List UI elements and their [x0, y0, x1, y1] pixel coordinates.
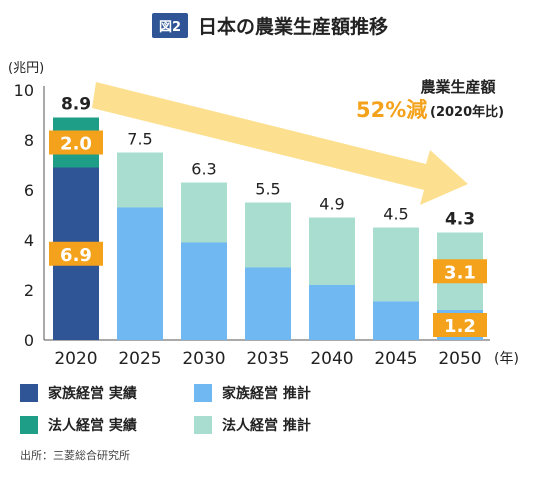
- y-tick-label: 8: [24, 131, 34, 150]
- value-box: [49, 130, 103, 155]
- bar-corporate-2040: [309, 217, 355, 285]
- value-box: [433, 313, 487, 337]
- value-box-label: 1.2: [444, 316, 476, 337]
- legend-item-corporate-actual: 法人経営 実績: [20, 415, 194, 435]
- total-label: 4.3: [445, 210, 475, 230]
- legend-item-corporate-estimate: 法人経営 推計: [194, 415, 394, 435]
- legend-swatch: [20, 416, 38, 434]
- annotation-label: 農業生産額: [420, 78, 495, 96]
- x-unit-label: (年): [494, 351, 519, 367]
- y-tick-label: 6: [24, 181, 34, 200]
- bar-family-2025: [117, 207, 163, 340]
- bar-corporate-2045: [373, 227, 419, 302]
- legend: 家族経営 実績 家族経営 推計 法人経営 実績 法人経営 推計: [20, 383, 520, 435]
- bar-family-2030: [181, 242, 227, 340]
- value-box-label: 2.0: [60, 134, 92, 155]
- legend-swatch: [194, 384, 212, 402]
- x-tick-label: 2025: [118, 349, 161, 369]
- y-tick-label: 0: [24, 331, 34, 350]
- x-tick-label: 2040: [310, 349, 353, 369]
- chart-title: 日本の農業生産額推移: [198, 15, 389, 38]
- value-box-label: 3.1: [444, 262, 476, 283]
- trend-arrow: [92, 82, 468, 205]
- legend-swatch: [194, 416, 212, 434]
- x-tick-label: 2045: [374, 349, 417, 369]
- bar-corporate-2030: [181, 182, 227, 243]
- annotation-percent: 52%減: [356, 98, 427, 122]
- legend-item-family-estimate: 家族経営 推計: [194, 383, 394, 403]
- source-note: 出所：三菱総合研究所: [20, 449, 130, 462]
- total-label: 6.3: [191, 160, 216, 179]
- x-tick-label: 2020: [54, 349, 97, 369]
- x-tick-label: 2050: [438, 349, 481, 369]
- bar-family-2040: [309, 285, 355, 340]
- value-box-label: 6.9: [60, 245, 92, 266]
- x-tick-label: 2030: [182, 349, 225, 369]
- legend-label: 法人経営 推計: [222, 418, 311, 434]
- bar-family-2035: [245, 267, 291, 340]
- value-box: [49, 241, 103, 266]
- y-tick-label: 2: [24, 281, 34, 300]
- legend-label: 家族経営 実績: [48, 386, 137, 402]
- y-tick-label: 4: [24, 231, 34, 250]
- x-tick-label: 2035: [246, 349, 289, 369]
- total-label: 5.5: [255, 180, 280, 199]
- total-label: 4.9: [319, 195, 344, 214]
- chart-header: 図2 日本の農業生産額推移: [0, 10, 540, 40]
- total-label: 8.9: [61, 95, 91, 115]
- bar-corporate-2025: [117, 152, 163, 208]
- legend-label: 法人経営 実績: [48, 418, 137, 434]
- legend-label: 家族経営 推計: [222, 386, 311, 402]
- total-label: 7.5: [127, 130, 152, 149]
- legend-item-family-actual: 家族経営 実績: [20, 383, 194, 403]
- legend-swatch: [20, 384, 38, 402]
- total-label: 4.5: [383, 205, 408, 224]
- y-unit-label: (兆円): [8, 61, 44, 76]
- y-tick-label: 10: [14, 81, 34, 100]
- bar-family-2045: [373, 301, 419, 340]
- value-box: [433, 259, 487, 284]
- chart: 0 2 4 6 8 10 (兆円) 8.9 2020 7.5 2025 6.3 2030 5.5 2035 4…: [8, 61, 519, 369]
- bar-corporate-2035: [245, 202, 291, 268]
- figure-badge: 図2: [151, 12, 189, 38]
- annotation-baseline: (2020年比): [430, 104, 504, 120]
